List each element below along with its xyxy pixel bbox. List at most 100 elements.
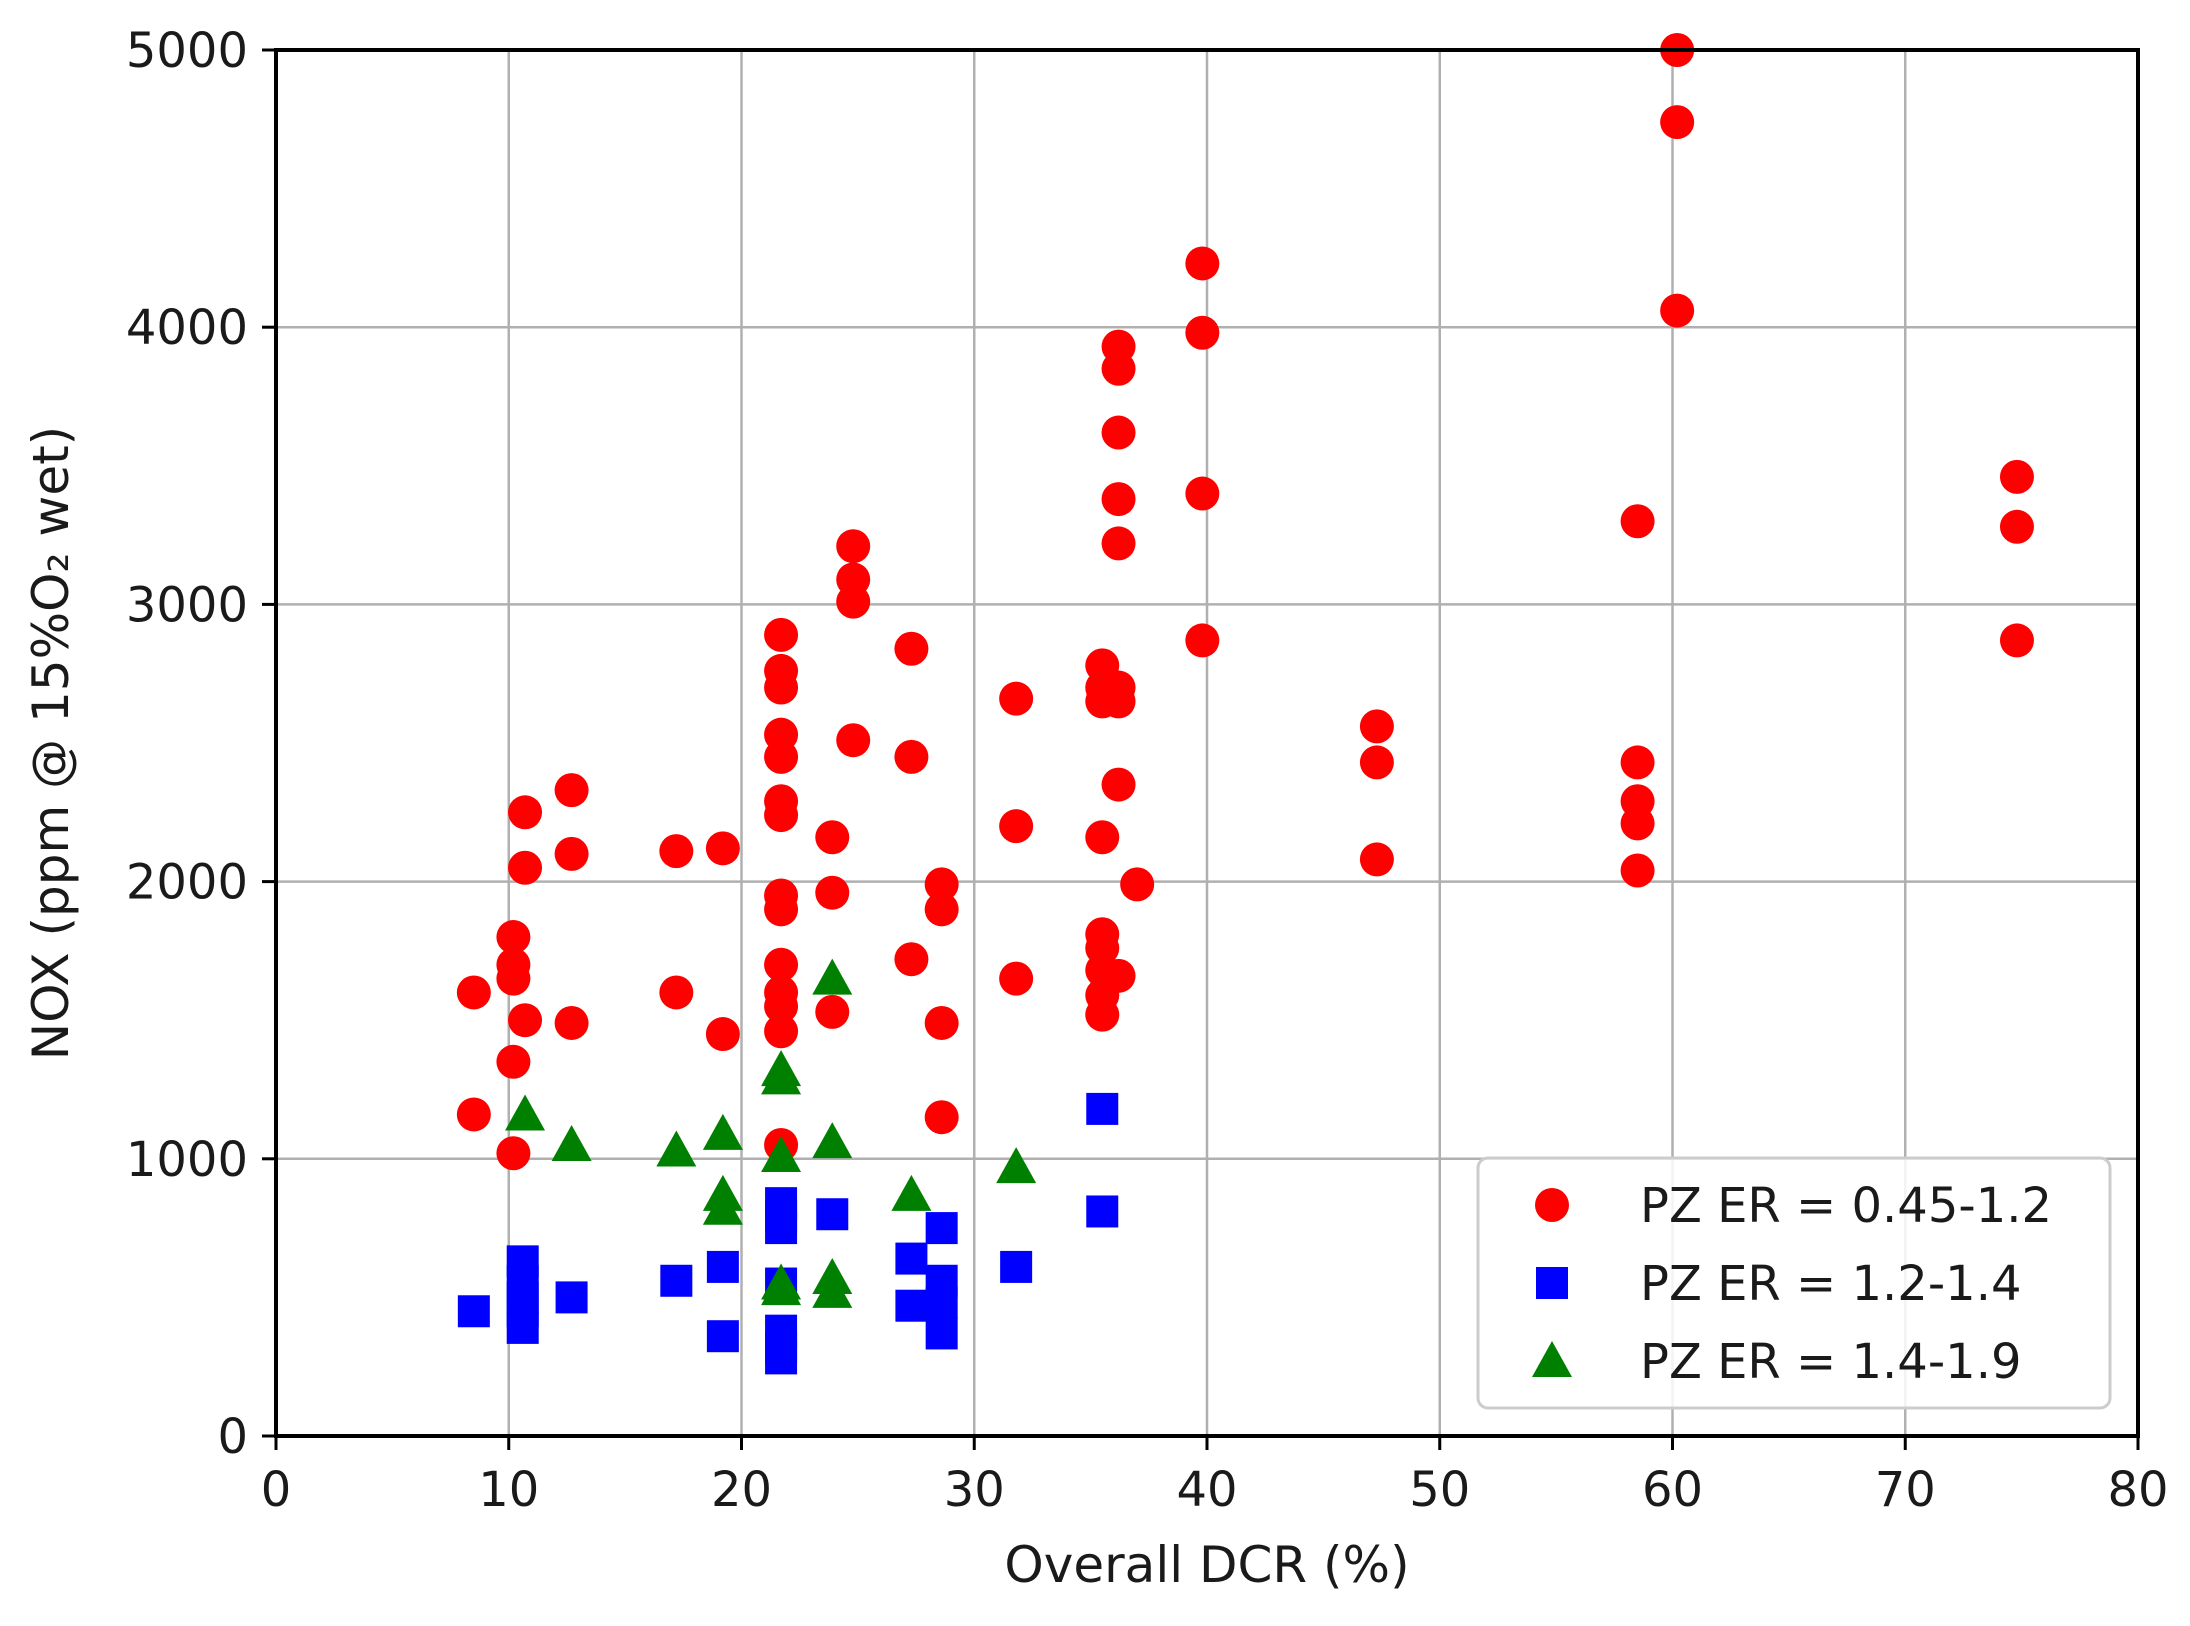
data-point-circle (815, 875, 850, 910)
data-point-circle (764, 989, 799, 1024)
x-tick-label: 50 (1409, 1462, 1470, 1518)
data-point-circle (894, 739, 929, 774)
data-point-triangle (761, 1269, 802, 1306)
data-point-circle (554, 773, 589, 808)
data-point-square (925, 1317, 958, 1350)
data-point-circle (1101, 351, 1136, 386)
data-point-circle (554, 836, 589, 871)
data-point-circle (999, 961, 1034, 996)
data-point-square (457, 1295, 490, 1328)
data-point-square (1000, 1250, 1033, 1283)
data-point-square (506, 1311, 539, 1344)
data-point-circle (924, 892, 959, 927)
data-point-circle (456, 975, 491, 1010)
data-point-circle (659, 975, 694, 1010)
data-point-circle (1620, 745, 1655, 780)
data-point-circle (1185, 315, 1220, 350)
data-point-circle (705, 831, 740, 866)
legend-marker-square (1536, 1267, 1568, 1299)
data-point-circle (508, 795, 543, 830)
data-point-circle (1620, 806, 1655, 841)
data-point-square (706, 1320, 739, 1353)
data-point-triangle (891, 1174, 932, 1211)
series-circle (456, 33, 2034, 1171)
data-point-square (1086, 1092, 1119, 1125)
data-point-circle (1185, 476, 1220, 511)
data-point-circle (924, 867, 959, 902)
legend: PZ ER = 0.45-1.2 PZ ER = 1.2-1.4 PZ ER = 1… (1476, 1156, 2112, 1410)
data-point-circle (924, 1005, 959, 1040)
data-points (456, 33, 2034, 1375)
data-point-square (895, 1242, 928, 1275)
data-point-circle (508, 850, 543, 885)
data-point-circle (1120, 867, 1155, 902)
data-point-square (555, 1281, 588, 1314)
data-point-triangle (702, 1113, 743, 1150)
data-point-circle (1999, 623, 2034, 658)
series-triangle (505, 958, 1037, 1308)
data-point-circle (815, 820, 850, 855)
legend-box (1476, 1156, 2112, 1410)
y-axis-label: NOX (ppm @ 15%O₂ wet) (22, 426, 80, 1060)
data-point-circle (1660, 293, 1695, 328)
data-point-triangle (812, 958, 853, 995)
data-point-circle (1999, 509, 2034, 544)
data-point-square (925, 1286, 958, 1319)
data-point-circle (764, 798, 799, 833)
data-point-circle (764, 1014, 799, 1049)
x-tick-label: 20 (711, 1462, 772, 1518)
data-point-circle (836, 584, 871, 619)
data-point-circle (1620, 853, 1655, 888)
legend-label: PZ ER = 0.45-1.2 (1640, 1178, 2052, 1234)
y-tick-label: 4000 (126, 300, 248, 356)
data-point-circle (836, 529, 871, 564)
data-point-circle (1101, 958, 1136, 993)
x-tick-label: 30 (944, 1462, 1005, 1518)
data-point-circle (924, 1100, 959, 1135)
data-point-triangle (761, 1136, 802, 1173)
y-tick-label: 3000 (126, 577, 248, 633)
data-point-triangle (996, 1147, 1037, 1184)
data-point-circle (1185, 246, 1220, 281)
data-point-circle (764, 617, 799, 652)
data-point-triangle (761, 1058, 802, 1095)
data-point-circle (1085, 820, 1120, 855)
data-point-circle (764, 947, 799, 982)
data-point-circle (705, 1017, 740, 1052)
data-point-triangle (505, 1094, 546, 1131)
data-point-circle (1101, 526, 1136, 561)
data-point-circle (1101, 415, 1136, 450)
data-point-circle (496, 1044, 531, 1079)
x-tick-label: 40 (1176, 1462, 1237, 1518)
data-point-triangle (551, 1124, 592, 1161)
data-point-square (895, 1289, 928, 1322)
data-point-circle (764, 739, 799, 774)
data-point-circle (659, 834, 694, 869)
series-square (457, 1092, 1119, 1375)
data-point-circle (554, 1005, 589, 1040)
legend-marker-triangle (1532, 1341, 1572, 1377)
data-point-square (660, 1264, 693, 1297)
data-point-triangle (812, 1122, 853, 1159)
data-point-circle (1359, 709, 1394, 744)
y-tick-label: 0 (217, 1409, 248, 1465)
data-point-circle (894, 942, 929, 977)
y-tick-label: 1000 (126, 1132, 248, 1188)
data-point-circle (1359, 745, 1394, 780)
data-point-circle (1085, 997, 1120, 1032)
data-point-triangle (656, 1130, 697, 1167)
data-point-circle (1185, 623, 1220, 658)
data-point-square (765, 1342, 798, 1375)
data-point-circle (764, 892, 799, 927)
data-point-circle (496, 961, 531, 996)
axis-ticks: 0 10 20 30 40 50 60 70 80 0 1000 2000 3000 4000 5000 (126, 23, 2169, 1518)
data-point-circle (1101, 767, 1136, 802)
data-point-square (816, 1198, 849, 1231)
legend-label: PZ ER = 1.2-1.4 (1640, 1256, 2022, 1312)
data-point-circle (456, 1097, 491, 1132)
x-tick-label: 10 (478, 1462, 539, 1518)
data-point-circle (1101, 684, 1136, 719)
data-point-circle (815, 994, 850, 1029)
